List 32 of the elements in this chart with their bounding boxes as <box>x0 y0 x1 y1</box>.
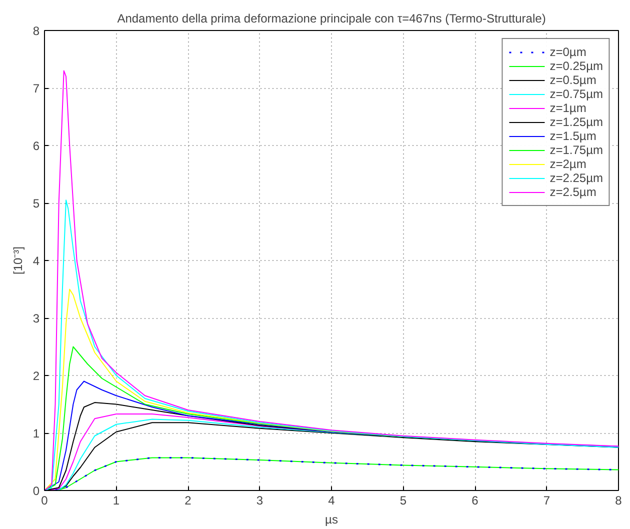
legend-label: z=1µm <box>550 101 586 115</box>
legend-label: z=1.5µm <box>550 129 596 143</box>
legend-label: z=2µm <box>550 157 586 171</box>
legend-label: z=0.75µm <box>550 87 603 101</box>
y-tick-label: 1 <box>32 426 40 440</box>
y-tick-label: 0 <box>32 484 40 498</box>
legend-label: z=0.5µm <box>550 73 596 87</box>
chart-title: Andamento della prima deformazione principale con τ=467ns (Termo-Strutturale) <box>117 12 546 26</box>
x-tick-label: 0 <box>41 494 48 508</box>
y-tick-label: 3 <box>32 312 40 326</box>
x-tick-label: 3 <box>256 494 264 508</box>
y-tick-label: 8 <box>32 24 40 38</box>
x-tick-label: 2 <box>184 494 192 508</box>
x-tick-label: 1 <box>112 494 120 508</box>
x-tick-label: 7 <box>543 494 550 508</box>
legend-label: z=0.25µm <box>550 59 603 73</box>
y-axis-title: [10⁻³] <box>10 246 25 275</box>
x-tick-label: 4 <box>328 494 336 508</box>
legend-label: z=1.75µm <box>550 143 603 157</box>
y-tick-label: 2 <box>32 369 40 383</box>
y-tick-label: 6 <box>32 139 40 153</box>
y-tick-label: 5 <box>32 196 40 210</box>
y-tick-label: 7 <box>32 82 40 96</box>
x-tick-label: 5 <box>400 494 407 508</box>
legend-label: z=2.25µm <box>550 171 603 185</box>
x-tick-label: 8 <box>615 494 622 508</box>
legend-label: z=2.5µm <box>550 185 596 199</box>
legend-label: z=0µm <box>550 45 586 59</box>
x-tick-label: 6 <box>472 494 479 508</box>
legend-label: z=1.25µm <box>550 115 603 129</box>
y-tick-label: 4 <box>32 254 40 268</box>
x-axis-title: µs <box>325 512 338 526</box>
